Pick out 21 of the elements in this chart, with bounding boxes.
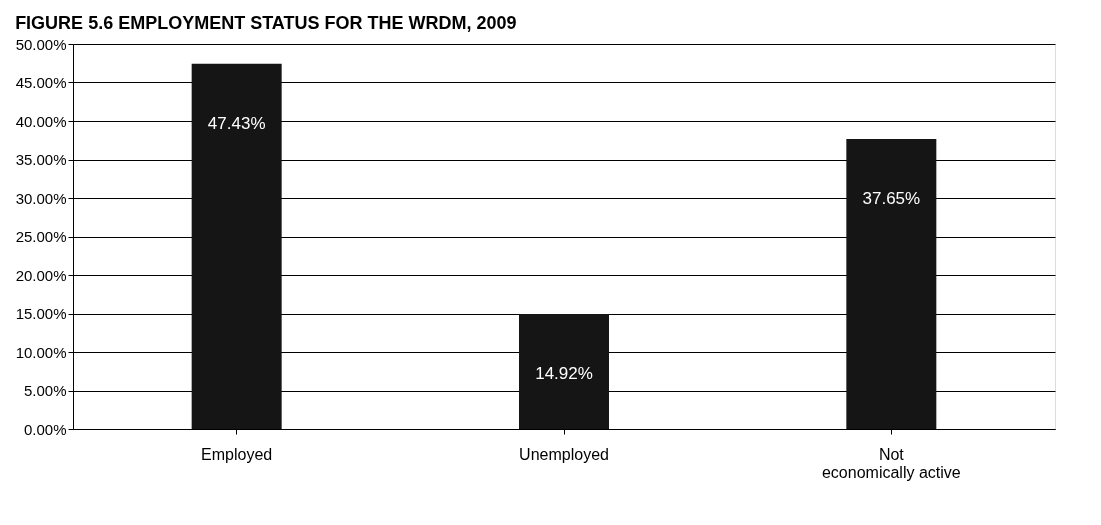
y-tick-label: 25.00% — [15, 228, 67, 245]
x-tick-label: Employed — [201, 445, 273, 463]
y-tick-label: 20.00% — [15, 266, 67, 284]
x-tick-label: Not economically active — [821, 445, 961, 481]
y-tick-label: 45.00% — [15, 74, 67, 91]
data-label: 47.43% — [207, 113, 266, 133]
chart-title: FIGURE 5.6 EMPLOYMENT STATUS FOR THE WRDM, 2009 — [15, 13, 517, 33]
y-tick-label: 40.00% — [15, 112, 67, 130]
bar — [519, 314, 609, 429]
y-tick-label: 15.00% — [15, 305, 67, 322]
y-tick-label: 50.00% — [15, 35, 67, 53]
y-tick-label: 10.00% — [15, 343, 67, 361]
bar — [846, 139, 937, 429]
y-tick-label: 35.00% — [15, 151, 67, 168]
y-tick-label: 30.00% — [15, 189, 67, 207]
data-label: 14.92% — [535, 364, 593, 384]
x-tick-label: Unemployed — [519, 445, 609, 463]
y-tick-label: 0.00% — [23, 420, 67, 438]
bar — [191, 63, 282, 429]
data-label: 37.65% — [862, 189, 921, 209]
y-tick-label: 5.00% — [23, 382, 67, 399]
